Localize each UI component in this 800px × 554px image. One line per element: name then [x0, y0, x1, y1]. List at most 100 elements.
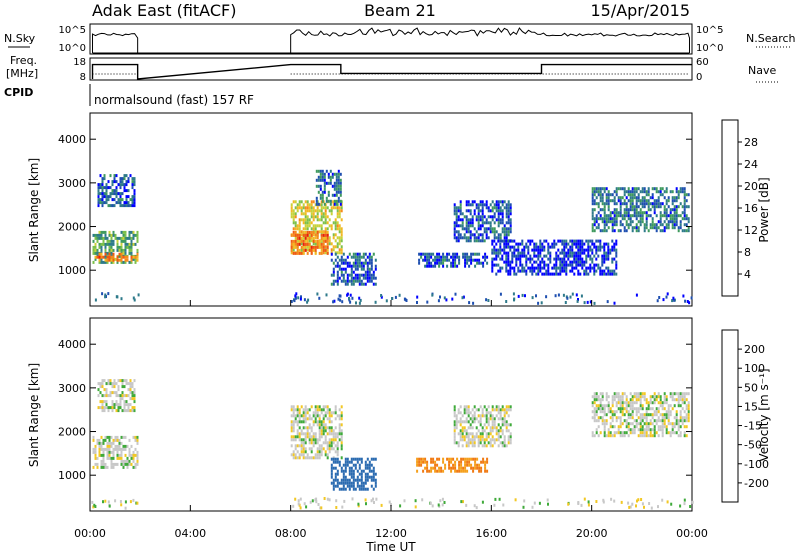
range-cell	[631, 196, 634, 200]
range-cell	[463, 411, 466, 415]
range-cell	[509, 218, 512, 222]
range-cell	[108, 435, 111, 439]
range-cell	[334, 432, 337, 436]
range-cell	[320, 239, 323, 243]
range-cell	[126, 456, 129, 460]
range-cell	[473, 239, 476, 243]
range-cell	[513, 245, 516, 249]
freq-trace	[91, 63, 692, 80]
range-cell	[292, 456, 295, 460]
range-cell	[471, 417, 474, 421]
range-cell	[294, 233, 297, 237]
range-cell	[677, 226, 680, 230]
colorbar-tick-label: -100	[744, 458, 769, 471]
range-cell	[290, 242, 293, 246]
range-cell	[470, 261, 473, 265]
range-cell	[478, 258, 481, 262]
range-cell	[334, 252, 337, 256]
range-cell	[115, 382, 118, 386]
range-cell	[302, 414, 305, 418]
range-cell	[298, 456, 301, 460]
range-cell	[442, 258, 445, 262]
range-cell	[308, 432, 311, 436]
range-cell	[129, 388, 132, 392]
range-cell	[316, 411, 319, 415]
range-cell	[577, 298, 579, 301]
range-cell	[346, 276, 349, 280]
range-cell	[655, 419, 658, 423]
range-cell	[332, 221, 335, 225]
range-cell	[298, 414, 301, 418]
range-cell	[469, 230, 472, 234]
y-tick-label: 4000	[58, 338, 86, 351]
range-cell	[613, 269, 616, 273]
range-cell	[615, 251, 618, 255]
range-cell	[635, 504, 637, 508]
range-cell	[613, 229, 616, 233]
range-cell	[611, 401, 614, 405]
range-cell	[487, 411, 490, 415]
range-cell	[114, 499, 117, 503]
range-cell	[537, 248, 540, 252]
range-cell	[551, 266, 554, 270]
range-cell	[366, 255, 369, 259]
range-cell	[124, 239, 127, 243]
range-cell	[689, 505, 692, 508]
range-cell	[106, 435, 109, 439]
range-cell	[344, 481, 347, 485]
range-cell	[298, 251, 301, 255]
range-cell	[501, 209, 504, 213]
range-cell	[597, 407, 600, 411]
range-cell	[631, 502, 634, 506]
range-cell	[318, 429, 321, 433]
range-cell	[132, 498, 135, 502]
range-cell	[685, 205, 688, 209]
range-cell	[489, 426, 492, 430]
range-cell	[491, 260, 494, 264]
range-cell	[132, 257, 135, 261]
range-cell	[294, 239, 297, 243]
range-cell	[543, 266, 546, 270]
range-cell	[507, 218, 510, 222]
range-cell	[308, 414, 311, 418]
range-cell	[110, 435, 113, 439]
range-cell	[595, 431, 598, 435]
range-cell	[669, 422, 672, 426]
range-cell	[358, 478, 361, 482]
range-cell	[505, 233, 508, 237]
range-cell	[472, 466, 475, 470]
range-cell	[515, 272, 518, 276]
range-cell	[603, 419, 606, 423]
range-cell	[637, 187, 640, 191]
range-cell	[679, 220, 682, 224]
range-cell	[579, 272, 582, 276]
range-cell	[329, 169, 332, 173]
range-cell	[611, 272, 614, 276]
range-cell	[645, 226, 648, 230]
range-cell	[479, 432, 482, 436]
range-cell	[330, 420, 333, 424]
range-cell	[453, 435, 456, 439]
range-cell	[597, 248, 600, 252]
range-cell	[569, 260, 572, 264]
range-cell	[649, 214, 652, 218]
range-cell	[354, 267, 357, 271]
range-cell	[481, 500, 484, 504]
range-cell	[493, 408, 496, 412]
range-cell	[673, 214, 676, 218]
range-cell	[603, 251, 606, 255]
range-cell	[628, 505, 631, 509]
range-cell	[118, 456, 121, 460]
range-cell	[463, 429, 466, 433]
range-cell	[464, 255, 467, 259]
range-cell	[453, 432, 456, 436]
range-cell	[300, 233, 303, 237]
range-cell	[120, 453, 123, 457]
range-cell	[130, 236, 133, 240]
range-cell	[356, 252, 359, 256]
range-cell	[318, 423, 321, 427]
range-cell	[125, 189, 128, 193]
range-cell	[113, 204, 116, 208]
range-cell	[356, 279, 359, 283]
range-cell	[336, 251, 339, 255]
